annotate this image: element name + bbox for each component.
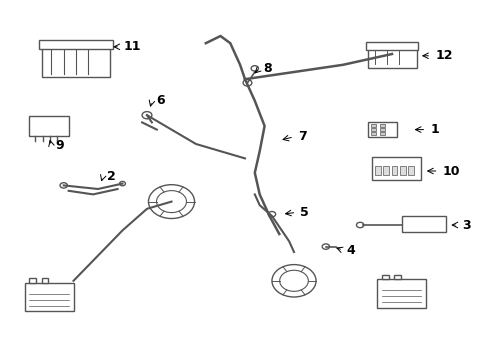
Bar: [29, 116, 69, 136]
Text: 2: 2: [107, 170, 116, 183]
Circle shape: [120, 181, 125, 186]
Text: 1: 1: [430, 123, 439, 136]
Bar: [371, 124, 376, 127]
Bar: [394, 275, 401, 279]
Circle shape: [251, 66, 259, 71]
Bar: [400, 166, 406, 175]
Text: 7: 7: [298, 130, 307, 143]
Text: 9: 9: [55, 139, 64, 152]
Bar: [368, 44, 416, 68]
Text: 5: 5: [300, 206, 309, 219]
Bar: [42, 278, 48, 283]
Bar: [377, 279, 426, 308]
Bar: [42, 41, 110, 77]
Bar: [29, 278, 36, 283]
Bar: [402, 216, 446, 232]
Text: 12: 12: [435, 49, 453, 62]
Bar: [372, 157, 421, 180]
Bar: [383, 166, 389, 175]
Bar: [380, 124, 385, 127]
Circle shape: [356, 222, 364, 228]
Circle shape: [60, 183, 68, 188]
Circle shape: [142, 112, 152, 119]
Bar: [375, 166, 381, 175]
Text: 8: 8: [264, 62, 272, 75]
Circle shape: [269, 212, 275, 217]
Bar: [371, 132, 376, 135]
Bar: [392, 166, 397, 175]
Bar: [382, 275, 389, 279]
Text: 4: 4: [347, 244, 356, 257]
Bar: [408, 166, 414, 175]
Circle shape: [280, 270, 308, 291]
Bar: [368, 122, 397, 137]
Text: 3: 3: [462, 219, 471, 231]
Text: 11: 11: [124, 40, 142, 53]
Text: 10: 10: [442, 165, 460, 177]
Bar: [371, 128, 376, 131]
Circle shape: [156, 190, 187, 213]
Circle shape: [243, 80, 252, 86]
Bar: [380, 128, 385, 131]
Bar: [24, 283, 74, 311]
Bar: [366, 42, 418, 50]
Circle shape: [322, 244, 330, 249]
Text: 6: 6: [156, 94, 165, 107]
Bar: [380, 132, 385, 135]
Circle shape: [272, 265, 316, 297]
Circle shape: [148, 185, 195, 219]
Bar: [39, 40, 113, 49]
